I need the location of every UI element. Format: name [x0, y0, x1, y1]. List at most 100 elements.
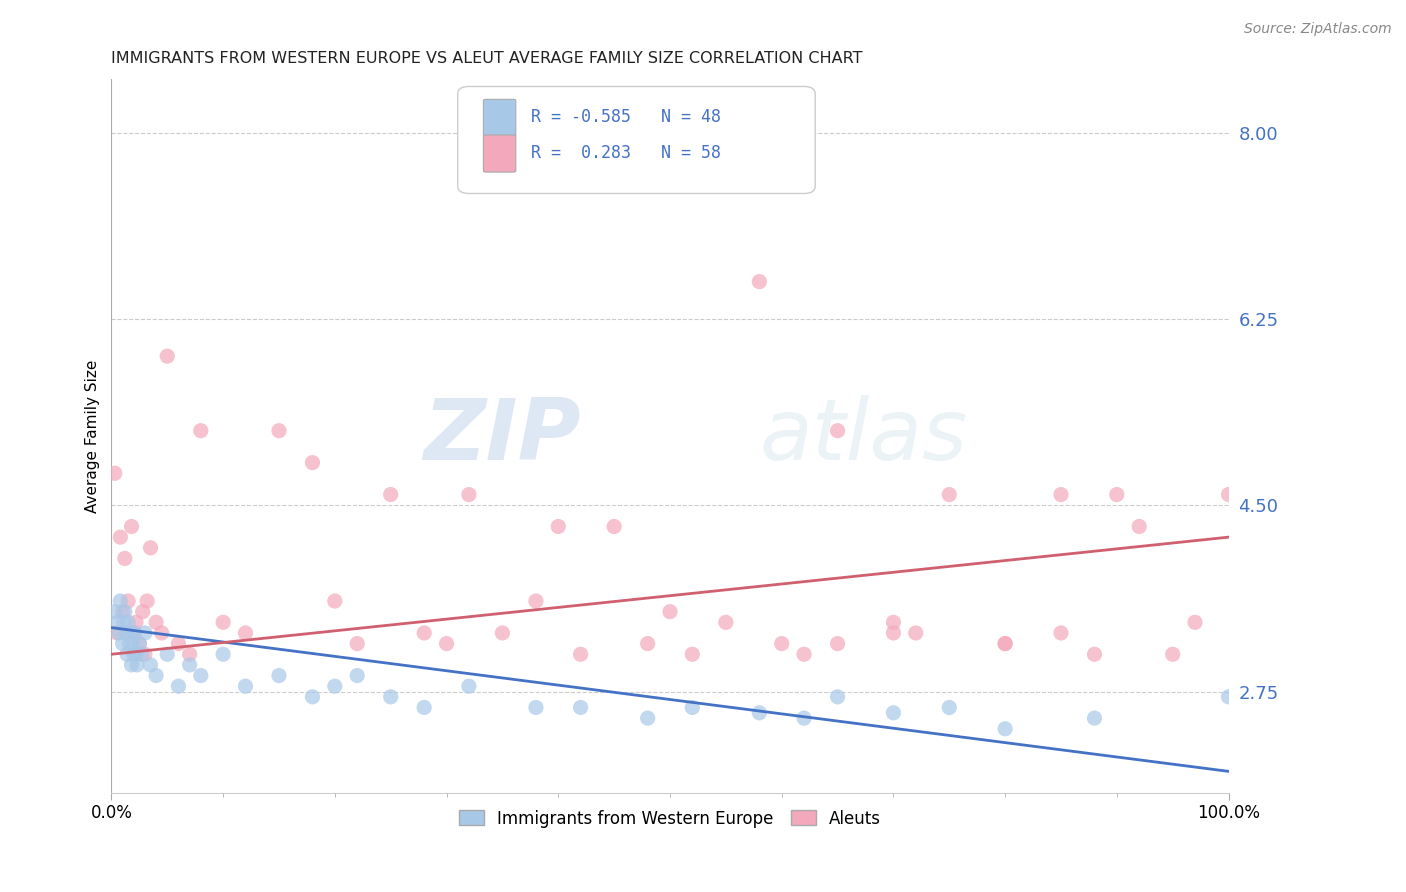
Point	[827, 424, 849, 438]
FancyBboxPatch shape	[458, 87, 815, 194]
Point	[122, 647, 145, 661]
Point	[212, 647, 235, 661]
Point	[748, 275, 770, 289]
Point	[122, 626, 145, 640]
Point	[994, 637, 1017, 651]
Point	[167, 637, 190, 651]
Point	[748, 706, 770, 720]
Point	[112, 615, 135, 630]
Point	[128, 637, 150, 651]
Point	[882, 615, 904, 630]
Point	[131, 647, 153, 661]
Point	[603, 519, 626, 533]
Point	[681, 647, 703, 661]
Legend: Immigrants from Western Europe, Aleuts: Immigrants from Western Europe, Aleuts	[453, 803, 887, 834]
Point	[114, 551, 136, 566]
Point	[156, 647, 179, 661]
Point	[637, 637, 659, 651]
Point	[136, 594, 159, 608]
Text: Source: ZipAtlas.com: Source: ZipAtlas.com	[1244, 22, 1392, 37]
Point	[235, 626, 257, 640]
Point	[190, 424, 212, 438]
Point	[104, 605, 127, 619]
Point	[120, 626, 142, 640]
Text: R = -0.585   N = 48: R = -0.585 N = 48	[531, 108, 721, 126]
Point	[346, 637, 368, 651]
Point	[569, 700, 592, 714]
Point	[793, 647, 815, 661]
Point	[212, 615, 235, 630]
Point	[117, 615, 139, 630]
Point	[491, 626, 513, 640]
Point	[882, 626, 904, 640]
Point	[124, 626, 146, 640]
Point	[108, 626, 131, 640]
Point	[569, 647, 592, 661]
Point	[167, 679, 190, 693]
Point	[235, 679, 257, 693]
Point	[111, 637, 134, 651]
Point	[105, 615, 128, 630]
Point	[938, 487, 960, 501]
Point	[121, 519, 143, 533]
Point	[114, 605, 136, 619]
Point	[413, 626, 436, 640]
Point	[547, 519, 569, 533]
Point	[134, 647, 156, 661]
Point	[714, 615, 737, 630]
FancyBboxPatch shape	[484, 135, 516, 172]
Point	[1161, 647, 1184, 661]
Point	[179, 647, 201, 661]
Point	[380, 487, 402, 501]
Point	[524, 594, 547, 608]
Point	[1218, 487, 1240, 501]
Point	[1218, 690, 1240, 704]
Point	[770, 637, 793, 651]
Point	[134, 626, 156, 640]
Point	[827, 690, 849, 704]
Point	[938, 700, 960, 714]
Point	[127, 657, 149, 672]
Text: R =  0.283   N = 58: R = 0.283 N = 58	[531, 144, 721, 161]
Point	[115, 626, 138, 640]
Point	[637, 711, 659, 725]
Point	[994, 722, 1017, 736]
Point	[1050, 487, 1073, 501]
Text: IMMIGRANTS FROM WESTERN EUROPE VS ALEUT AVERAGE FAMILY SIZE CORRELATION CHART: IMMIGRANTS FROM WESTERN EUROPE VS ALEUT …	[111, 51, 863, 66]
Point	[145, 615, 167, 630]
Point	[179, 657, 201, 672]
Point	[105, 626, 128, 640]
Point	[301, 456, 323, 470]
Point	[413, 700, 436, 714]
Point	[121, 657, 143, 672]
Point	[457, 487, 479, 501]
Text: atlas: atlas	[759, 394, 967, 477]
Point	[110, 530, 132, 544]
Point	[659, 605, 682, 619]
Point	[904, 626, 927, 640]
Point	[1083, 711, 1105, 725]
Point	[131, 605, 153, 619]
Point	[323, 679, 346, 693]
Point	[110, 594, 132, 608]
Point	[156, 349, 179, 363]
Point	[118, 637, 141, 651]
Point	[1184, 615, 1206, 630]
Point	[150, 626, 173, 640]
Point	[994, 637, 1017, 651]
Point	[104, 467, 127, 481]
Point	[139, 657, 162, 672]
Point	[323, 594, 346, 608]
Point	[827, 637, 849, 651]
Point	[121, 637, 143, 651]
Point	[301, 690, 323, 704]
Point	[380, 690, 402, 704]
Point	[125, 647, 148, 661]
Point	[346, 668, 368, 682]
Point	[882, 706, 904, 720]
Point	[139, 541, 162, 555]
Point	[267, 424, 290, 438]
Y-axis label: Average Family Size: Average Family Size	[86, 359, 100, 513]
Text: ZIP: ZIP	[423, 394, 581, 477]
Point	[457, 679, 479, 693]
